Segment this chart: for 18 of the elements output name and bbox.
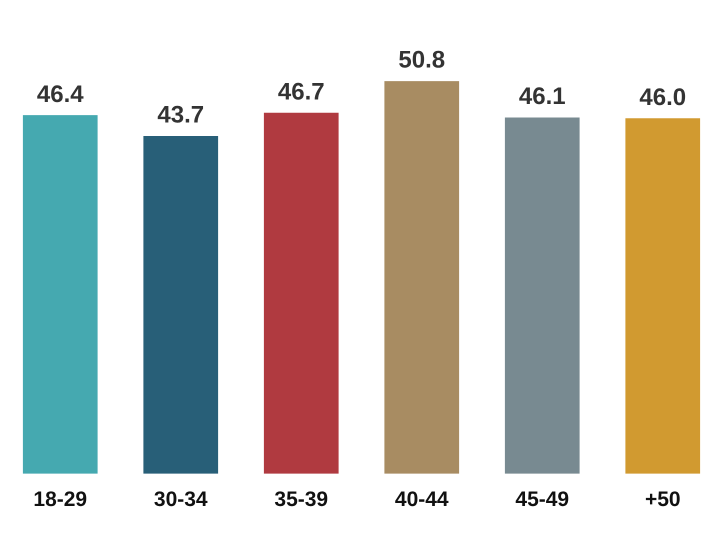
bar [384,81,460,474]
bar [504,117,580,474]
data-label: 46.4 [36,80,84,108]
x-tick-label: 40-44 [394,488,449,512]
data-label: 46.0 [639,84,686,111]
data-label: 43.7 [157,102,204,129]
data-label: 50.8 [398,46,446,74]
x-tick-label: 45-49 [515,488,570,512]
x-tick-label: +50 [644,488,681,512]
x-tick-label: 35-39 [274,488,328,512]
bar [264,112,339,474]
bar [22,115,98,474]
bar [143,136,218,474]
data-label: 46.1 [518,83,566,110]
bar [625,118,700,474]
data-label: 46.7 [278,78,325,106]
x-tick-label: 18-29 [33,488,88,512]
x-tick-label: 30-34 [154,488,208,512]
